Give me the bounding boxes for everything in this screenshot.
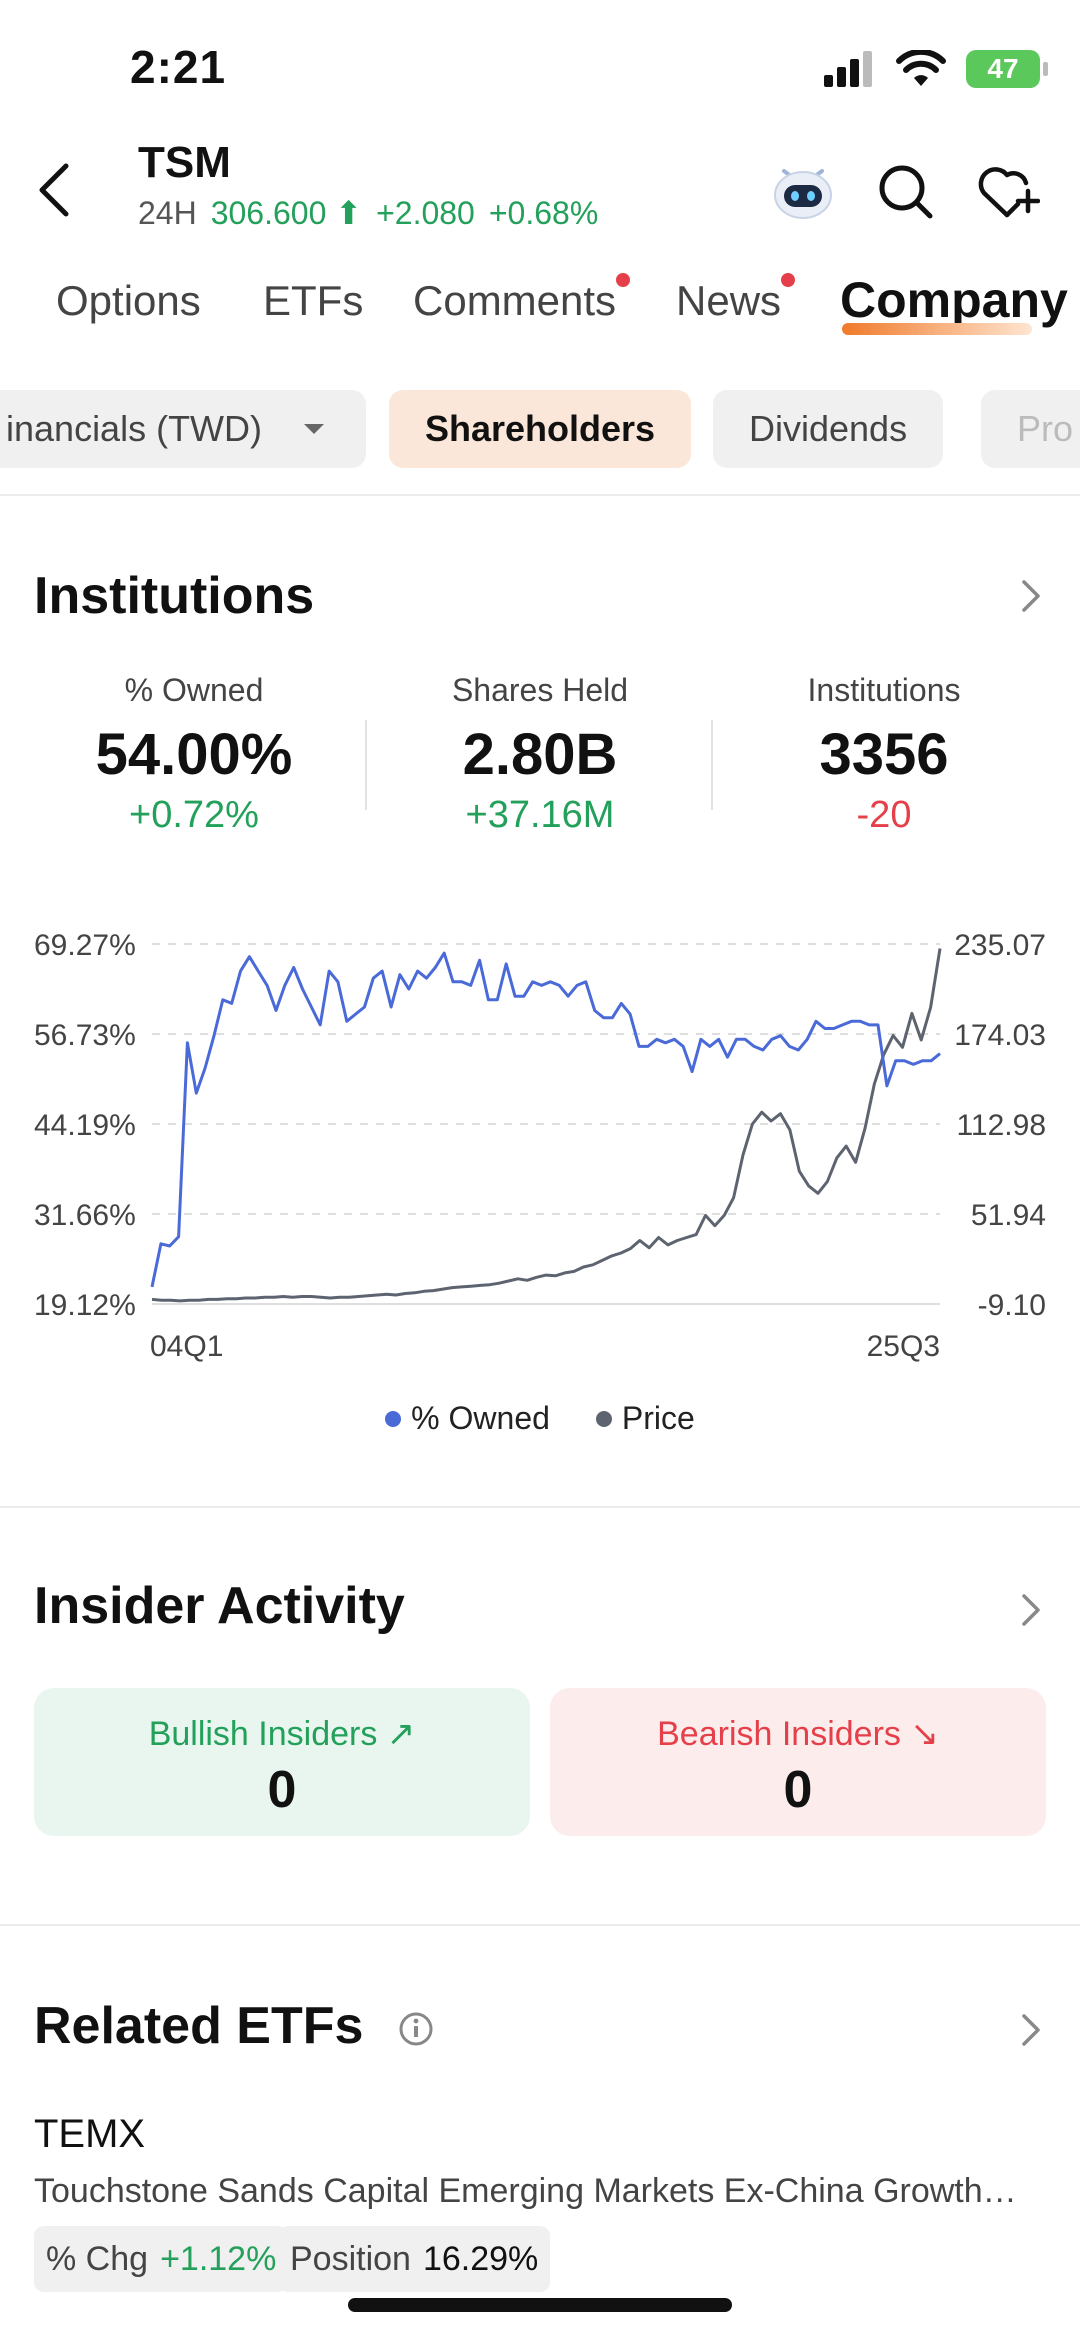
last-price: 306.600 ⬆ [210,195,363,231]
tab-company[interactable]: Company [840,272,1068,328]
divider [0,494,1080,496]
y-tick-left: 31.66% [34,1199,136,1232]
ownership-price-chart[interactable]: 69.27% 235.07 56.73% 174.03 44.19% 112.98 31.6… [0,910,1080,1370]
chevron-right-icon[interactable] [1016,1590,1046,1630]
active-tab-indicator [842,323,1032,335]
price-change: +2.080 [376,194,475,231]
subtab-financials-dropdown[interactable]: inancials (TWD) [0,390,366,468]
tab-comments[interactable]: Comments [413,273,631,325]
chevron-right-icon[interactable] [1016,2010,1046,2050]
stat-label: % Owned [124,672,264,708]
back-icon[interactable] [30,160,80,220]
bullish-insiders-count: 0 [267,1761,297,1819]
subtab-dividends[interactable]: Dividends [713,390,944,468]
y-tick-left: 44.19% [34,1109,136,1142]
stat-value: 2.80B [462,722,618,787]
bearish-insiders-count: 0 [783,1761,813,1819]
y-tick-right: 235.07 [954,929,1046,962]
battery-icon: 47 [966,50,1048,88]
x-tick-start: 04Q1 [150,1330,223,1363]
chevron-right-icon[interactable] [1016,576,1046,616]
legend-dot [595,1410,612,1427]
bullish-insiders-card[interactable]: Bullish Insiders ↗ 0 [34,1688,530,1836]
subtab-shareholders[interactable]: Shareholders [389,390,692,468]
status-icons: 47 [822,50,1048,88]
section-divider [0,1924,1080,1926]
bearish-insiders-label: Bearish Insiders ↘ [657,1715,939,1753]
tab-news[interactable]: News [676,273,796,325]
institutions-title[interactable]: Institutions [34,567,315,625]
notification-dot [616,273,631,287]
stat-label: Shares Held [451,672,629,708]
legend-item-price[interactable]: Price [595,1400,695,1437]
y-tick-right: 51.94 [971,1199,1046,1232]
stat-shares-held: Shares Held 2.80B +37.16M [370,672,710,837]
status-time: 2:21 [130,41,227,93]
stat-change: +0.72% [129,794,259,836]
status-bar: 2:21 47 [0,0,1080,140]
etf-change-chip: % Chg +1.12% [34,2226,289,2292]
y-tick-left: 56.73% [34,1019,136,1052]
assistant-robot-icon[interactable] [770,158,836,224]
stat-divider [711,720,713,810]
session-label: 24H [138,194,197,231]
wifi-icon [896,50,946,86]
price-series-line [151,948,942,1303]
stat-change: -20 [856,794,912,836]
notification-dot [781,273,796,287]
price-change-pct: +0.68% [488,194,599,231]
up-arrow-icon: ⬆ [335,195,363,231]
company-subtabs: inancials (TWD) Shareholders Dividends P… [0,390,1080,470]
section-divider [0,1506,1080,1508]
owned-series-line [150,951,941,1288]
heart-plus-icon[interactable] [974,158,1040,224]
bullish-insiders-label: Bullish Insiders ↗ [148,1715,416,1753]
stock-header: TSM 24H 306.600 ⬆ +2.080 +0.68% [0,130,1080,250]
etf-position-chip: Position 16.29% [278,2226,551,2292]
quote-line: 24H 306.600 ⬆ +2.080 +0.68% [138,194,598,232]
y-tick-right: 174.03 [954,1019,1046,1052]
stat-owned: % Owned 54.00% +0.72% [24,672,364,837]
subtab-profile[interactable]: Pro [981,390,1080,468]
search-icon[interactable] [872,158,938,224]
tab-options[interactable]: Options [56,277,201,324]
company-tabs: Options ETFs Comments News Company [0,265,1080,345]
y-tick-left: 69.27% [34,929,136,962]
y-tick-right: -9.10 [978,1289,1046,1322]
ticker-symbol: TSM [138,138,231,187]
stat-value: 3356 [819,722,949,787]
tab-etfs[interactable]: ETFs [263,277,364,324]
y-tick-right: 112.98 [956,1109,1046,1142]
legend-item-owned[interactable]: % Owned [385,1400,550,1437]
header-actions [770,158,1040,224]
stat-label: Institutions [807,672,961,708]
insider-activity-title[interactable]: Insider Activity [34,1577,405,1635]
x-tick-end: 25Q3 [867,1330,940,1363]
stat-change: +37.16M [465,794,615,836]
bearish-insiders-card[interactable]: Bearish Insiders ↘ 0 [550,1688,1046,1836]
trend-up-icon: ↗ [386,1715,416,1753]
chart-legend: % Owned Price [0,1400,1080,1437]
trend-down-icon: ↘ [910,1715,939,1753]
etf-ticker[interactable]: TEMX [34,2112,146,2156]
related-etfs-title[interactable]: Related ETFs [34,1996,434,2056]
home-indicator [348,2298,732,2312]
info-icon[interactable] [398,2011,434,2047]
institutions-stats: % Owned 54.00% +0.72% Shares Held 2.80B … [0,672,1080,872]
stat-value: 54.00% [95,722,293,787]
etf-name[interactable]: Touchstone Sands Capital Emerging Market… [34,2172,1017,2210]
stat-divider [365,720,367,810]
stat-institutions: Institutions 3356 -20 [714,672,1054,837]
legend-dot [385,1410,402,1427]
cellular-signal-icon [824,51,872,87]
y-tick-left: 19.12% [34,1289,136,1322]
dropdown-caret-icon [304,424,325,434]
